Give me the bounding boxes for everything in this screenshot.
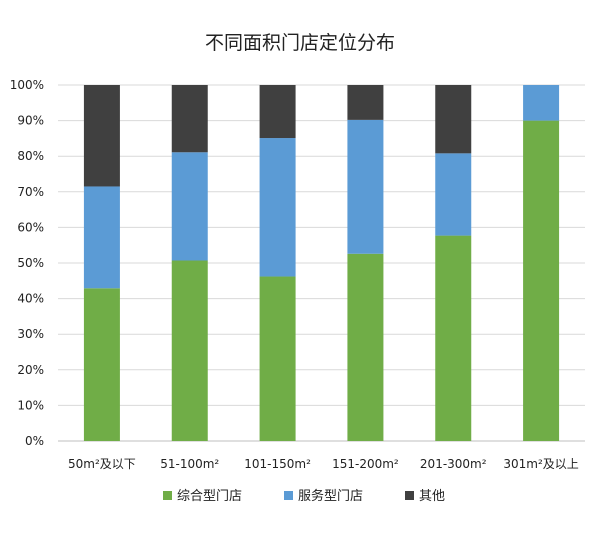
bar-segment bbox=[347, 85, 384, 120]
bar-segment bbox=[435, 153, 472, 236]
y-tick-label: 20% bbox=[17, 363, 44, 377]
bar-segment bbox=[259, 276, 296, 441]
bar-segment bbox=[259, 138, 296, 277]
bar-segment bbox=[435, 235, 472, 441]
x-tick-label: 50m²及以下 bbox=[68, 457, 136, 471]
y-tick-label: 50% bbox=[17, 256, 44, 270]
bar-segment bbox=[83, 186, 120, 289]
y-tick-label: 10% bbox=[17, 398, 44, 412]
legend-swatch bbox=[163, 491, 172, 500]
bar-segment bbox=[347, 119, 384, 254]
x-tick-label: 201-300m² bbox=[420, 457, 487, 471]
bar-segment bbox=[259, 85, 296, 139]
bar-segment bbox=[171, 152, 208, 261]
legend-label: 服务型门店 bbox=[298, 488, 363, 504]
legend: 综合型门店 服务型门店 其他 bbox=[163, 488, 445, 504]
bar-segment bbox=[83, 85, 120, 187]
bar-segment bbox=[347, 253, 384, 441]
x-tick-label: 51-100m² bbox=[160, 457, 219, 471]
gridlines bbox=[58, 84, 585, 442]
chart-title: 不同面积门店定位分布 bbox=[205, 32, 395, 54]
bar-segment bbox=[523, 85, 560, 121]
bar-segment bbox=[83, 288, 120, 441]
y-tick-label: 80% bbox=[17, 149, 44, 163]
bar-segment bbox=[523, 120, 560, 441]
x-tick-label: 301m²及以上 bbox=[503, 457, 578, 471]
y-tick-label: 60% bbox=[17, 220, 44, 234]
legend-swatch bbox=[405, 491, 414, 500]
legend-label: 综合型门店 bbox=[177, 489, 242, 504]
y-tick-label: 70% bbox=[17, 185, 44, 199]
bar-segment bbox=[171, 260, 208, 441]
legend-label: 其他 bbox=[419, 489, 445, 504]
legend-swatch bbox=[284, 491, 293, 500]
bars bbox=[83, 85, 560, 441]
y-tick-label: 30% bbox=[17, 327, 44, 341]
y-axis-ticks: 0% 10% 20% 30% 40% 50% 60% 70% 80% 90% 100% bbox=[10, 78, 44, 448]
y-tick-label: 40% bbox=[17, 292, 44, 306]
x-tick-label: 101-150m² bbox=[244, 457, 311, 471]
y-tick-label: 0% bbox=[25, 434, 44, 448]
y-tick-label: 90% bbox=[17, 114, 44, 128]
bar-segment bbox=[171, 85, 208, 153]
x-tick-label: 151-200m² bbox=[332, 457, 399, 471]
bar-segment bbox=[435, 85, 472, 154]
y-tick-label: 100% bbox=[10, 78, 44, 92]
x-axis-ticks: 50m²及以下 51-100m² 101-150m² 151-200m² 201-300… bbox=[68, 457, 579, 471]
